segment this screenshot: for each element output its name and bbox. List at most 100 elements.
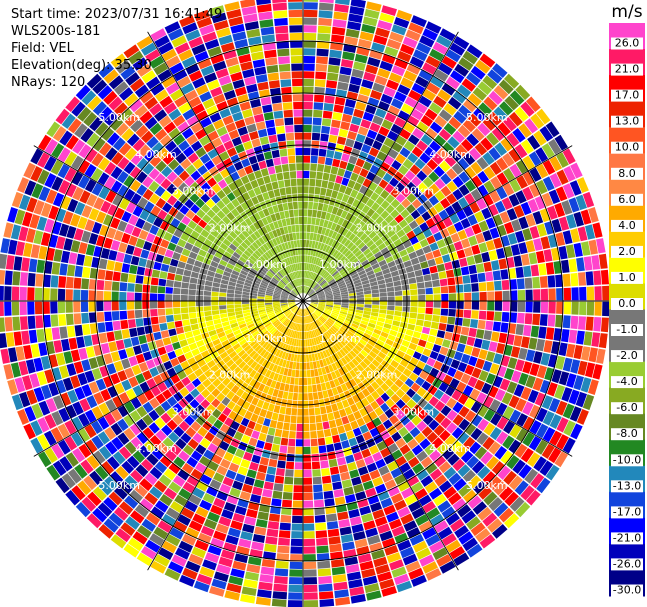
colorbar-tick-17: -13.0 [613, 479, 641, 492]
velocity-gate-1174 [341, 301, 349, 304]
velocity-gate-504 [470, 65, 486, 80]
velocity-gate-1262 [417, 313, 425, 320]
velocity-gate-269 [389, 31, 404, 43]
velocity-gate-1157 [510, 290, 518, 301]
velocity-gate-1277 [530, 325, 540, 338]
velocity-gate-471 [321, 270, 327, 277]
velocity-gate-132 [322, 172, 330, 181]
velocity-gate-316 [318, 259, 324, 267]
velocity-gate-1382 [434, 337, 444, 346]
velocity-gate-290 [352, 165, 362, 175]
velocity-gate-525 [395, 182, 406, 193]
velocity-gate-385 [425, 55, 441, 68]
velocity-gate-1195 [502, 301, 510, 312]
velocity-gate-1156 [502, 290, 510, 301]
velocity-gate-545 [492, 63, 508, 78]
velocity-gate-978 [332, 291, 341, 295]
velocity-gate-1150 [456, 293, 464, 301]
velocity-gate-1350 [488, 341, 498, 352]
velocity-gate-515 [346, 241, 354, 250]
velocity-gate-646 [434, 178, 446, 190]
velocity-gate-108 [328, 57, 341, 66]
velocity-gate-376 [394, 117, 406, 128]
velocity-gate-18 [303, 147, 311, 156]
velocity-gate-1246 [593, 317, 602, 332]
velocity-gate-379 [404, 96, 418, 108]
colorbar-tick-19: -21.0 [613, 531, 641, 544]
colorbar-tick-14: -6.0 [616, 401, 637, 414]
velocity-gate-774 [522, 155, 535, 170]
velocity-gate-1356 [533, 351, 543, 364]
velocity-gate-705 [328, 278, 335, 285]
velocity-gate-710 [359, 256, 367, 264]
velocity-gate-16 [303, 163, 310, 171]
velocity-gate-255 [355, 133, 366, 143]
velocity-gate-1043 [528, 252, 538, 265]
velocity-gate-169 [325, 188, 333, 197]
velocity-gate-482 [371, 202, 380, 212]
velocity-gate-721 [427, 206, 438, 217]
velocity-gate-308 [402, 36, 418, 49]
velocity-gate-310 [408, 22, 424, 35]
velocity-gate-1161 [540, 288, 549, 301]
velocity-gate-943 [361, 279, 370, 285]
velocity-gate-726 [458, 184, 470, 196]
velocity-gate-1083 [538, 263, 547, 276]
velocity-gate-4 [303, 255, 306, 263]
velocity-gate-1279 [545, 327, 555, 340]
velocity-gate-518 [361, 223, 370, 233]
velocity-gate-146 [339, 66, 352, 76]
velocity-gate-637 [383, 224, 392, 233]
velocity-gate-1276 [523, 324, 532, 337]
velocity-gate-928 [532, 211, 544, 225]
velocity-gate-554 [349, 244, 357, 252]
velocity-gate-1309 [475, 329, 485, 339]
velocity-gate-737 [527, 135, 541, 150]
velocity-gate-171 [328, 173, 337, 183]
velocity-gate-155 [350, 0, 366, 8]
velocity-gate-117 [304, 286, 307, 294]
velocity-gate-640 [400, 209, 410, 219]
velocity-gate-23 [303, 109, 313, 117]
velocity-gate-424 [438, 62, 453, 76]
velocity-gate-1229 [463, 309, 472, 319]
velocity-gate-942 [354, 282, 362, 287]
velocity-gate-1037 [483, 261, 492, 272]
velocity-gate-1081 [523, 265, 532, 278]
velocity-gate-185 [351, 68, 364, 79]
velocity-gate-1342 [429, 328, 438, 337]
velocity-gate-1320 [558, 342, 568, 357]
velocity-gate-719 [415, 215, 425, 226]
velocity-gate-197 [309, 271, 313, 279]
velocity-gate-314 [312, 273, 317, 281]
velocity-gate-210 [335, 175, 343, 184]
velocity-gate-678 [398, 219, 408, 229]
velocity-gate-1115 [486, 281, 495, 291]
velocity-gate-286 [341, 194, 350, 203]
velocity-gate-514 [341, 247, 349, 256]
colorbar-tick-2: 17.0 [615, 89, 640, 102]
velocity-gate-1198 [525, 301, 533, 313]
velocity-gate-823 [337, 280, 345, 286]
velocity-gate-776 [535, 147, 549, 163]
velocity-gate-843 [474, 211, 485, 223]
velocity-gate-275 [311, 272, 316, 280]
velocity-gate-262 [372, 82, 385, 93]
velocity-gate-953 [434, 256, 444, 265]
velocity-gate-470 [316, 276, 323, 283]
velocity-gate-570 [431, 153, 444, 165]
velocity-gate-814 [536, 163, 549, 179]
velocity-gate-825 [351, 273, 359, 279]
velocity-gate-388 [436, 35, 452, 48]
velocity-gate-336 [381, 119, 393, 130]
velocity-gate-1032 [445, 269, 455, 278]
velocity-gate-78 [303, 286, 306, 294]
velocity-gate-53 [309, 178, 316, 187]
velocity-gate-148 [342, 51, 355, 61]
velocity-gate-695 [500, 137, 514, 152]
velocity-gate-244 [329, 213, 336, 222]
velocity-gate-1173 [333, 301, 341, 303]
velocity-gate-461 [441, 82, 456, 96]
velocity-gate-236 [310, 272, 314, 280]
velocity-gate-1252 [341, 305, 349, 308]
